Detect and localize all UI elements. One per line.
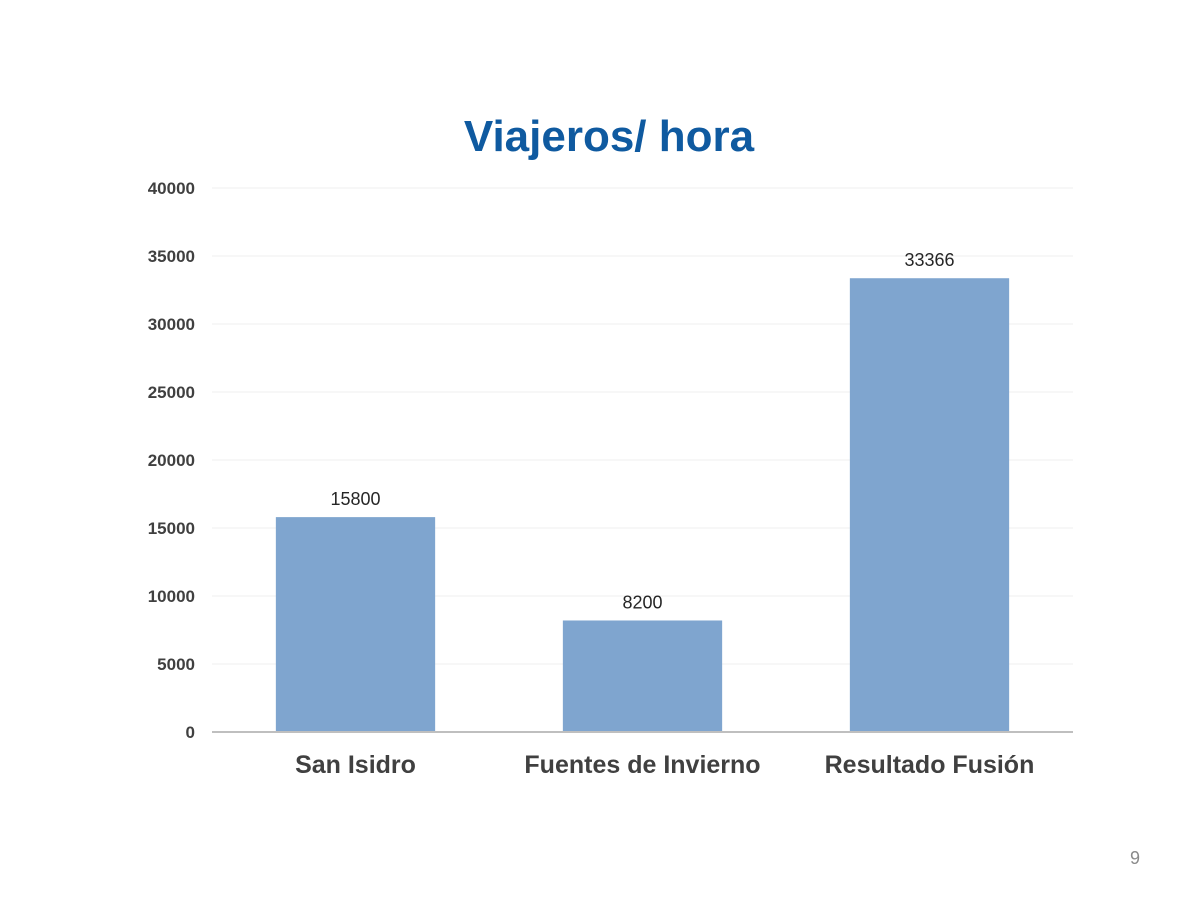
- data-label-2: 33366: [904, 250, 954, 270]
- bars: [275, 278, 1010, 732]
- y-tick-label-3: 15000: [148, 519, 195, 538]
- y-tick-label-4: 20000: [148, 451, 195, 470]
- y-tick-label-1: 5000: [157, 655, 195, 674]
- page-number: 9: [1129, 848, 1140, 868]
- y-tick-label-2: 10000: [148, 587, 195, 606]
- x-tick-label-2: Resultado Fusión: [825, 751, 1035, 779]
- y-tick-label-7: 35000: [148, 247, 195, 266]
- x-axis-ticks: San Isidro Fuentes de Invierno Resultado F…: [295, 751, 1034, 779]
- data-labels: 15800 8200 33366: [330, 250, 954, 612]
- y-axis-ticks: 0 5000 10000 15000 20000 25000 30000 35000 40000: [148, 179, 195, 742]
- y-tick-label-8: 40000: [148, 179, 195, 198]
- x-tick-label-0: San Isidro: [295, 751, 416, 779]
- bar-1: [562, 620, 723, 732]
- bar-0: [275, 517, 436, 732]
- chart-title: Viajeros/ hora: [463, 112, 755, 161]
- y-tick-label-6: 30000: [148, 315, 195, 334]
- y-tick-label-5: 25000: [148, 383, 195, 402]
- x-tick-label-1: Fuentes de Invierno: [524, 751, 760, 779]
- data-label-0: 15800: [330, 489, 380, 509]
- y-tick-label-0: 0: [186, 723, 195, 742]
- bar-2: [849, 278, 1010, 732]
- data-label-1: 8200: [622, 592, 662, 612]
